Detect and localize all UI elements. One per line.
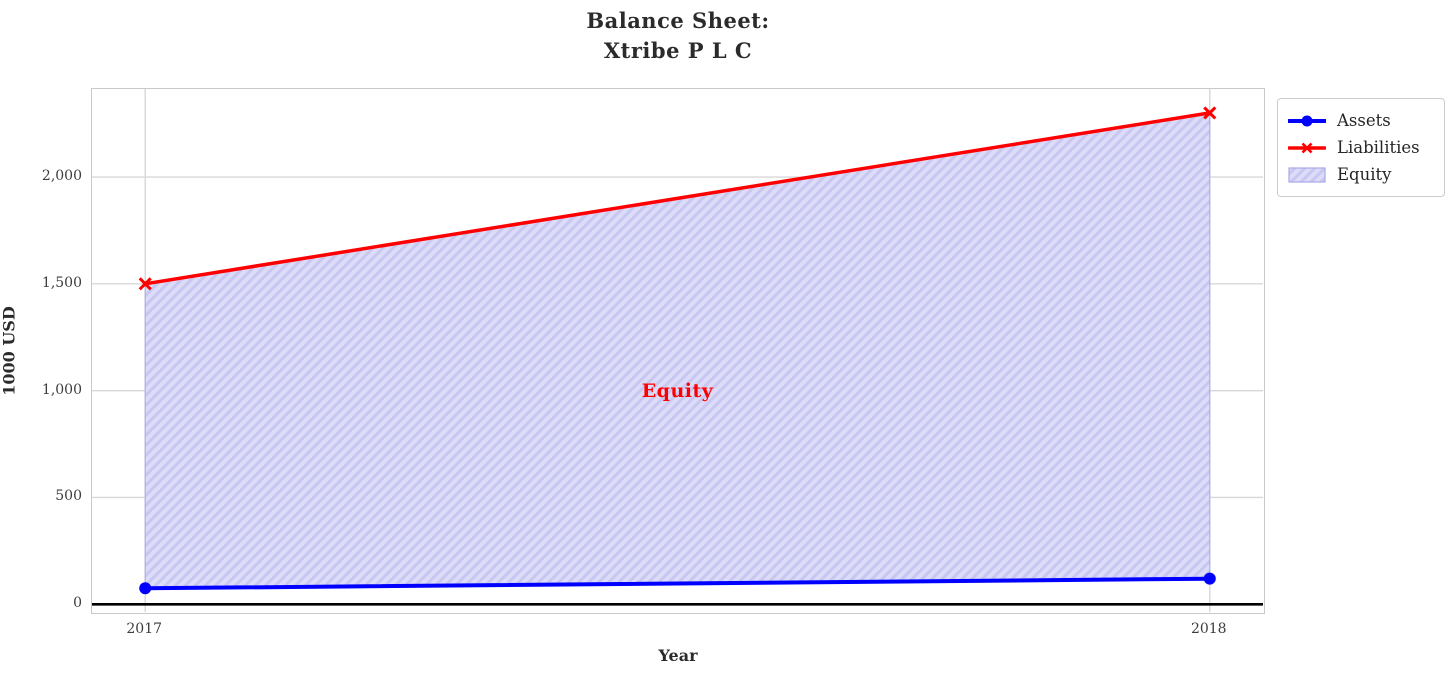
chart-canvas	[92, 89, 1263, 612]
legend-label-equity: Equity	[1337, 165, 1392, 184]
x-axis-label: Year	[658, 646, 698, 665]
legend-label-assets: Assets	[1337, 111, 1391, 130]
plot-area: Equity	[91, 88, 1265, 614]
legend-entry-equity: Equity	[1288, 161, 1434, 188]
legend-label-liabilities: Liabilities	[1337, 138, 1420, 157]
y-tick-label: 0	[73, 595, 82, 612]
legend-entry-assets: Assets	[1288, 107, 1434, 134]
assets-line-swatch	[1288, 115, 1326, 126]
y-tick-label: 1,500	[41, 274, 82, 291]
y-tick-label: 2,000	[41, 168, 82, 185]
equity-area-annotation: Equity	[641, 379, 714, 402]
equity-patch-swatch	[1288, 166, 1326, 183]
legend-entry-liabilities: Liabilities	[1288, 134, 1434, 161]
liabilities-line-swatch	[1288, 142, 1326, 153]
legend: Assets Liabilities Equity	[1277, 98, 1445, 197]
chart-title: Balance Sheet: Xtribe P L C	[586, 8, 770, 63]
x-tick-label: 2017	[126, 621, 163, 637]
y-tick-label: 1,000	[41, 381, 82, 398]
y-tick-label: 500	[55, 488, 82, 505]
x-tick-label: 2018	[1190, 621, 1227, 637]
